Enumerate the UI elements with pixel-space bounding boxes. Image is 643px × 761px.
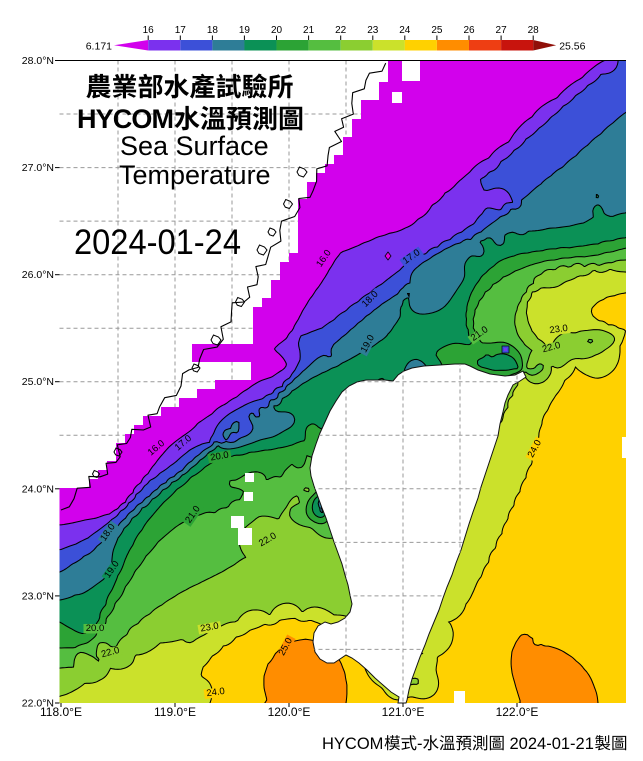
svg-text:121.0°E: 121.0°E [382,705,425,719]
svg-text:25: 25 [431,25,443,36]
svg-text:Temperature: Temperature [119,160,271,190]
svg-text:6.171: 6.171 [86,41,112,53]
svg-text:22: 22 [335,25,347,36]
svg-text:25.56: 25.56 [559,41,585,53]
svg-text:-: - [417,735,423,753]
svg-text:21: 21 [303,25,315,36]
svg-text:118.0°E: 118.0°E [40,705,82,719]
svg-text:28.0°N: 28.0°N [22,55,54,67]
svg-text:120.0°E: 120.0°E [268,705,311,719]
svg-text:119.0°E: 119.0°E [154,705,196,719]
svg-text:28: 28 [528,25,540,36]
svg-text:Sea Surface: Sea Surface [120,131,269,161]
svg-text:16: 16 [143,25,155,36]
svg-text:18: 18 [207,25,219,36]
svg-text:2024-01-24: 2024-01-24 [74,223,241,262]
svg-text:26: 26 [463,25,475,36]
svg-text:23.0: 23.0 [549,323,569,336]
svg-text:122.0°E: 122.0°E [496,705,539,719]
svg-text:22.0°N: 22.0°N [22,698,54,710]
svg-text:27.0°N: 27.0°N [22,162,54,174]
svg-text:23: 23 [367,25,379,36]
svg-text:20.0: 20.0 [210,450,230,464]
svg-text:24: 24 [399,25,411,36]
svg-text:20: 20 [271,25,283,36]
svg-text:19: 19 [239,25,251,36]
svg-text:23.0: 23.0 [200,621,220,635]
svg-text:HYCOM: HYCOM [77,104,174,134]
svg-text:24.0°N: 24.0°N [22,483,54,495]
svg-text:23.0°N: 23.0°N [22,590,54,602]
svg-text:26.0°N: 26.0°N [22,269,54,281]
svg-text:HYCOM: HYCOM [322,735,383,753]
svg-text:22.0: 22.0 [100,645,121,660]
svg-text:17: 17 [175,25,187,36]
svg-text:20.0: 20.0 [86,623,105,634]
svg-text:25.0°N: 25.0°N [22,376,54,388]
svg-text:24.0: 24.0 [206,686,226,699]
svg-text:2024-01-21: 2024-01-21 [510,735,594,753]
svg-text:27: 27 [496,25,508,36]
svg-text:22.0: 22.0 [541,340,562,355]
